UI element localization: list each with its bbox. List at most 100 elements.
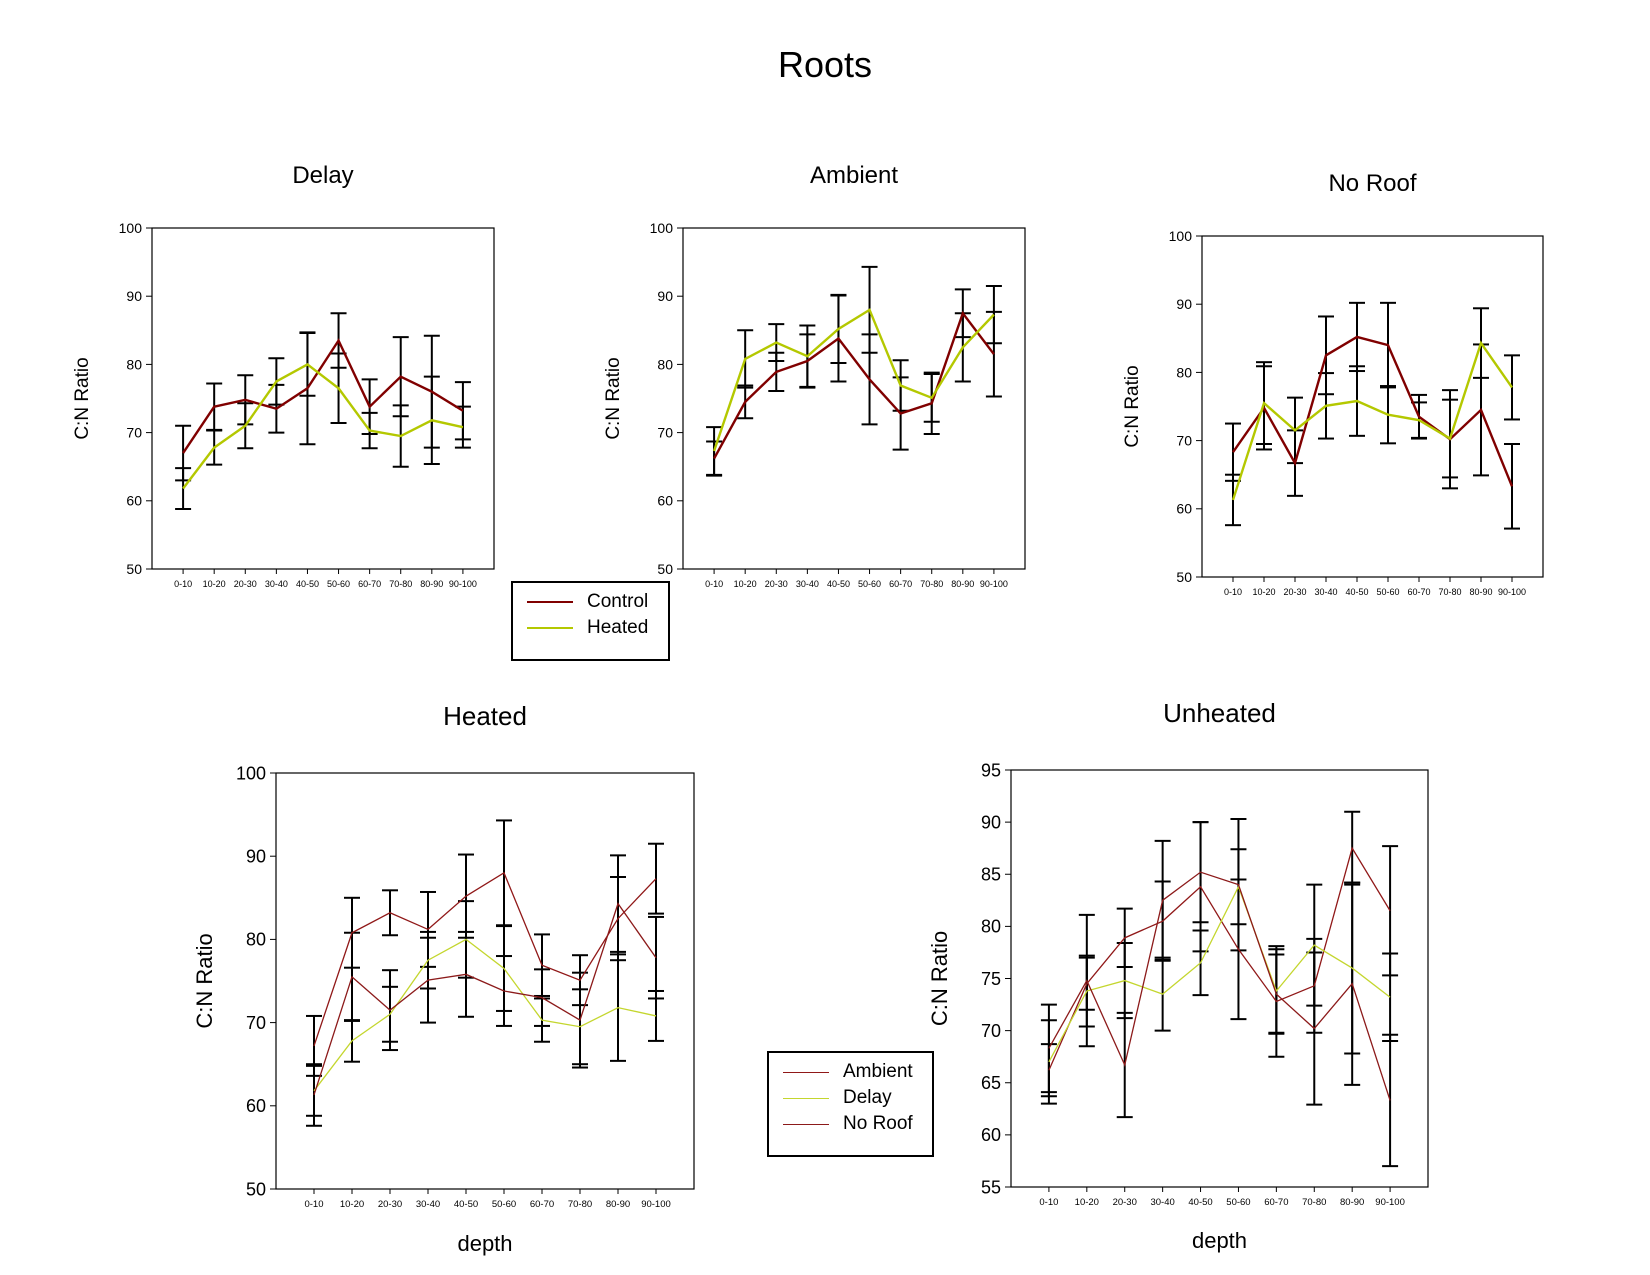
delay-ytick-label-90: 90 <box>126 288 142 304</box>
ambient-xtick-label-80-90: 80-90 <box>951 579 974 589</box>
no-roof-series-line-heated <box>1231 340 1513 501</box>
legend-item-no-roof: No Roof <box>783 1111 922 1137</box>
no-roof-xtick-label-30-40: 30-40 <box>1314 587 1337 597</box>
heated-xtick-label-0-10: 0-10 <box>304 1199 323 1210</box>
delay-title: Delay <box>292 162 353 189</box>
delay-series-line-heated <box>182 362 464 490</box>
heated-xtick-label-20-30: 20-30 <box>378 1199 402 1210</box>
heated-series-line-ambient <box>313 871 657 1047</box>
ambient-xtick-label-60-70: 60-70 <box>889 579 912 589</box>
ambient-series-line-control <box>713 310 995 460</box>
heated-title: Heated <box>443 701 527 731</box>
delay-xtick-label-80-90: 80-90 <box>420 579 443 589</box>
delay-xtick-label-50-60: 50-60 <box>327 579 350 589</box>
figure-title: Roots <box>777 44 873 85</box>
ambient-ytick-label-60: 60 <box>657 493 673 509</box>
no-roof-xtick-label-50-60: 50-60 <box>1376 587 1399 597</box>
legend-item-delay: Delay <box>783 1085 922 1111</box>
heated-ytick-label-70: 70 <box>246 1013 266 1033</box>
legend-label-no-roof: No Roof <box>843 1113 913 1134</box>
legend-item-heated: Heated <box>527 615 658 641</box>
no-roof-xtick-label-20-30: 20-30 <box>1283 587 1306 597</box>
delay-ytick-label-50: 50 <box>126 561 142 577</box>
heated-series-line-delay <box>313 938 657 1092</box>
legend-label-heated: Heated <box>587 617 649 638</box>
heated-xtick-label-60-70: 60-70 <box>530 1199 554 1210</box>
delay-ytick-label-80: 80 <box>126 356 142 372</box>
unheated-ylabel: C:N Ratio <box>927 931 952 1026</box>
unheated-ytick-label-85: 85 <box>981 865 1001 885</box>
heated-ytick-label-50: 50 <box>246 1179 266 1199</box>
delay-ytick-label-60: 60 <box>126 493 142 509</box>
unheated-xtick-label-30-40: 30-40 <box>1150 1197 1174 1208</box>
ambient-ytick-label-90: 90 <box>657 288 673 304</box>
heated-ylabel: C:N Ratio <box>192 933 217 1028</box>
unheated-xtick-label-0-10: 0-10 <box>1039 1197 1058 1208</box>
delay-xtick-label-0-10: 0-10 <box>174 579 192 589</box>
no-roof-title: No Roof <box>1328 170 1416 197</box>
heated-xtick-label-80-90: 80-90 <box>606 1199 630 1210</box>
heated-xtick-label-90-100: 90-100 <box>641 1199 671 1210</box>
ambient-ylabel: C:N Ratio <box>603 357 624 439</box>
heated-plot-frame <box>275 772 695 1190</box>
delay-xtick-label-40-50: 40-50 <box>296 579 319 589</box>
ambient-plot-frame <box>682 227 1026 570</box>
ambient-xtick-label-30-40: 30-40 <box>796 579 819 589</box>
chart-heated: Heated 50 60 70 80 90 100 0-10 10-20 20-30 30-40 40… <box>192 701 695 1256</box>
unheated-ytick-label-75: 75 <box>981 969 1001 989</box>
unheated-series-line-no-roof <box>1048 871 1391 1101</box>
legend-label-ambient: Ambient <box>843 1061 913 1082</box>
chart-unheated: Unheated 55 60 65 70 75 80 85 90 95 0-10 10-20 20-30… <box>927 698 1429 1253</box>
ambient-xtick-label-20-30: 20-30 <box>765 579 788 589</box>
no-roof-xtick-label-80-90: 80-90 <box>1469 587 1492 597</box>
chart-no-roof: No Roof 50 60 70 80 90 100 0-10 10-20 20-30 30-40 4… <box>1122 170 1544 597</box>
ambient-xtick-label-40-50: 40-50 <box>827 579 850 589</box>
delay-series-line-control <box>182 338 464 454</box>
unheated-ytick-label-55: 55 <box>981 1177 1001 1197</box>
unheated-xtick-label-80-90: 80-90 <box>1340 1197 1364 1208</box>
legend-swatch-control <box>527 601 573 603</box>
delay-xtick-label-60-70: 60-70 <box>358 579 381 589</box>
unheated-xlabel: depth <box>1192 1228 1247 1253</box>
heated-xtick-label-70-80: 70-80 <box>568 1199 592 1210</box>
unheated-ytick-label-80: 80 <box>981 917 1001 937</box>
legend-item-control: Control <box>527 589 658 615</box>
no-roof-ytick-label-80: 80 <box>1176 364 1192 380</box>
ambient-ytick-label-70: 70 <box>657 425 673 441</box>
legend-swatch-ambient <box>783 1071 829 1073</box>
legend-ambient-delay-noroof: Ambient Delay No Roof <box>767 1051 934 1157</box>
no-roof-xtick-label-40-50: 40-50 <box>1345 587 1368 597</box>
unheated-series-line-delay <box>1048 885 1391 1063</box>
ambient-xtick-label-10-20: 10-20 <box>734 579 757 589</box>
ambient-xtick-label-0-10: 0-10 <box>705 579 723 589</box>
unheated-ytick-label-95: 95 <box>981 760 1001 780</box>
unheated-xtick-label-20-30: 20-30 <box>1113 1197 1137 1208</box>
legend-swatch-heated <box>527 627 573 629</box>
unheated-xtick-label-10-20: 10-20 <box>1075 1197 1099 1208</box>
ambient-ytick-label-100: 100 <box>650 220 674 236</box>
legend-control-heated: Control Heated <box>511 581 670 661</box>
delay-ytick-label-70: 70 <box>126 425 142 441</box>
legend-item-ambient: Ambient <box>783 1059 922 1085</box>
unheated-xtick-label-60-70: 60-70 <box>1264 1197 1288 1208</box>
delay-plot-frame <box>151 227 495 570</box>
delay-xtick-label-30-40: 30-40 <box>265 579 288 589</box>
no-roof-plot-frame <box>1201 235 1544 578</box>
legend-swatch-no-roof <box>783 1123 829 1125</box>
delay-xtick-label-20-30: 20-30 <box>234 579 257 589</box>
ambient-xtick-label-90-100: 90-100 <box>980 579 1008 589</box>
heated-xtick-label-40-50: 40-50 <box>454 1199 478 1210</box>
unheated-xtick-label-40-50: 40-50 <box>1188 1197 1212 1208</box>
ambient-xtick-label-70-80: 70-80 <box>920 579 943 589</box>
no-roof-xtick-label-70-80: 70-80 <box>1438 587 1461 597</box>
no-roof-ytick-label-100: 100 <box>1169 228 1193 244</box>
delay-xtick-label-10-20: 10-20 <box>203 579 226 589</box>
unheated-ytick-label-60: 60 <box>981 1125 1001 1145</box>
unheated-ytick-label-65: 65 <box>981 1073 1001 1093</box>
ambient-ytick-label-80: 80 <box>657 356 673 372</box>
delay-ytick-label-100: 100 <box>119 220 143 236</box>
heated-ytick-label-90: 90 <box>246 847 266 867</box>
unheated-xtick-label-50-60: 50-60 <box>1226 1197 1250 1208</box>
ambient-title: Ambient <box>810 162 898 189</box>
no-roof-ylabel: C:N Ratio <box>1122 365 1143 447</box>
